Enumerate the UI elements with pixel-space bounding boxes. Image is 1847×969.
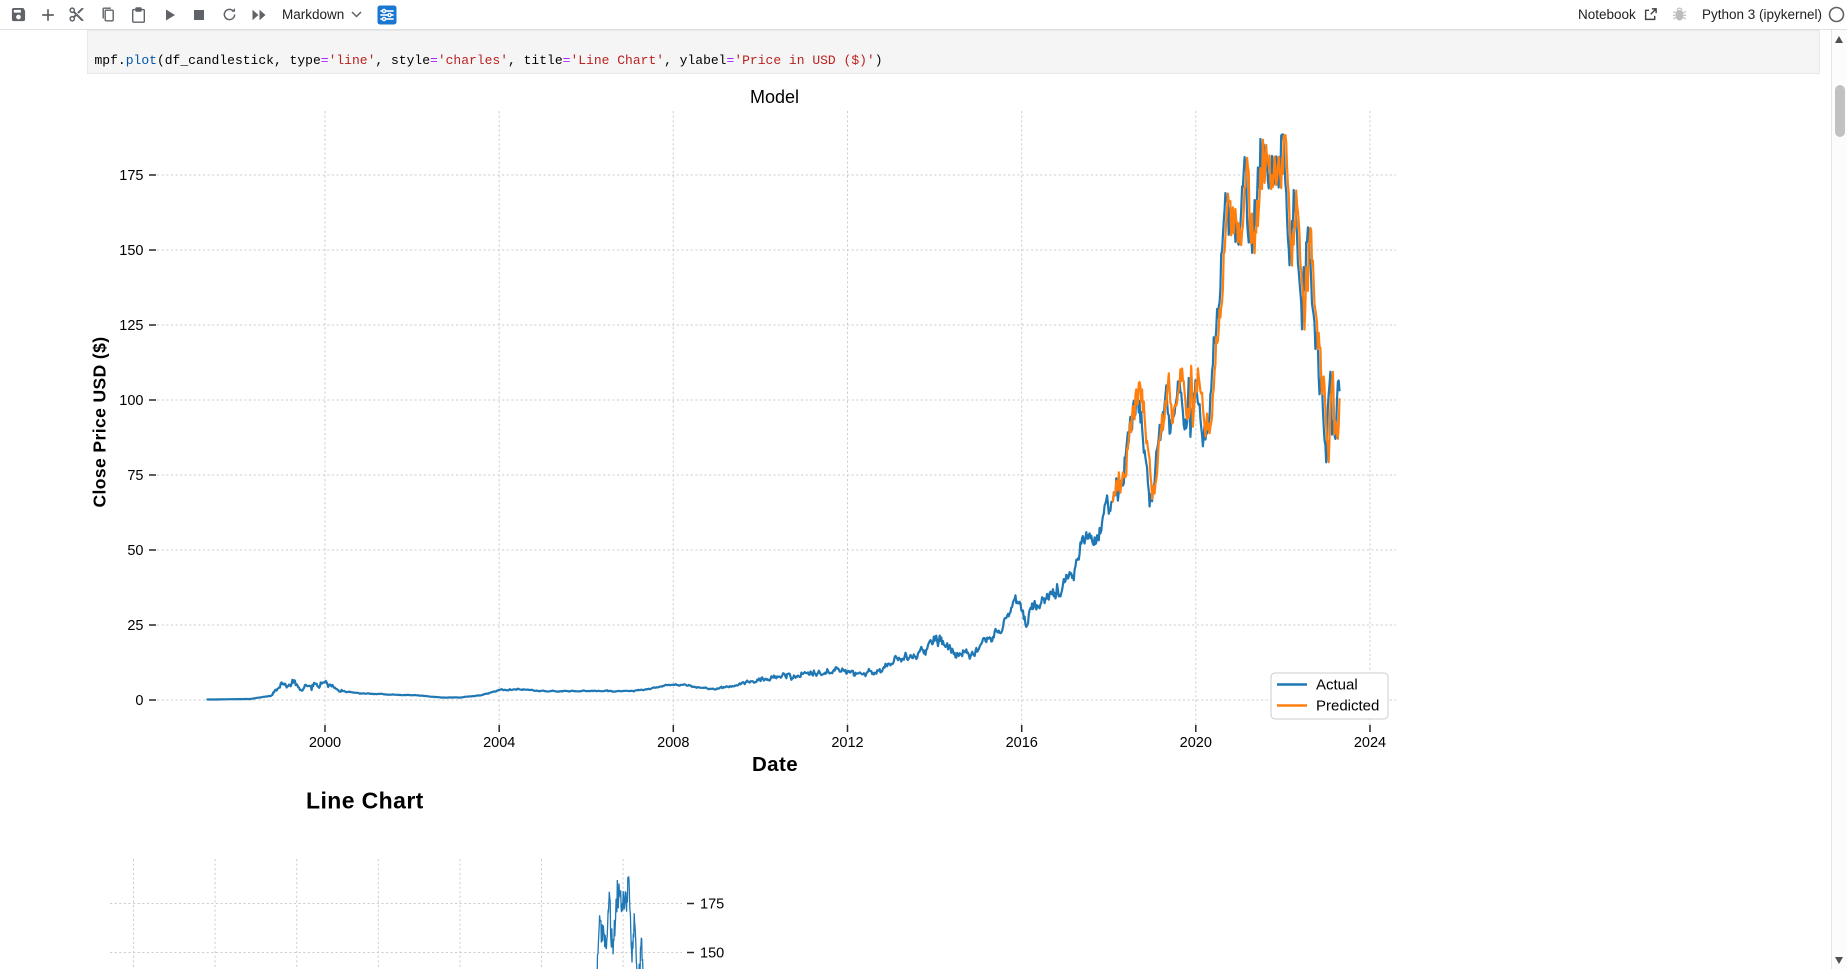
svg-text:175: 175 — [119, 168, 143, 184]
svg-text:2012: 2012 — [831, 735, 863, 751]
svg-text:Actual: Actual — [1316, 677, 1358, 694]
svg-text:50: 50 — [127, 543, 143, 559]
svg-text:Model: Model — [750, 87, 799, 107]
svg-text:2024: 2024 — [1354, 735, 1386, 751]
svg-text:Close Price USD ($): Close Price USD ($) — [90, 337, 110, 508]
svg-text:175: 175 — [700, 897, 724, 913]
svg-text:Date: Date — [752, 753, 798, 776]
svg-text:Line Chart: Line Chart — [306, 788, 424, 814]
svg-text:Predicted: Predicted — [1316, 698, 1379, 715]
svg-text:2020: 2020 — [1180, 735, 1212, 751]
svg-text:2016: 2016 — [1006, 735, 1038, 751]
svg-text:75: 75 — [127, 468, 143, 484]
svg-text:125: 125 — [119, 318, 143, 334]
svg-text:25: 25 — [127, 618, 143, 634]
svg-text:2000: 2000 — [309, 735, 341, 751]
svg-text:0: 0 — [135, 693, 143, 709]
svg-text:150: 150 — [119, 243, 143, 259]
svg-text:150: 150 — [700, 946, 724, 962]
svg-text:2008: 2008 — [657, 735, 689, 751]
svg-text:100: 100 — [119, 393, 143, 409]
svg-text:2004: 2004 — [483, 735, 515, 751]
